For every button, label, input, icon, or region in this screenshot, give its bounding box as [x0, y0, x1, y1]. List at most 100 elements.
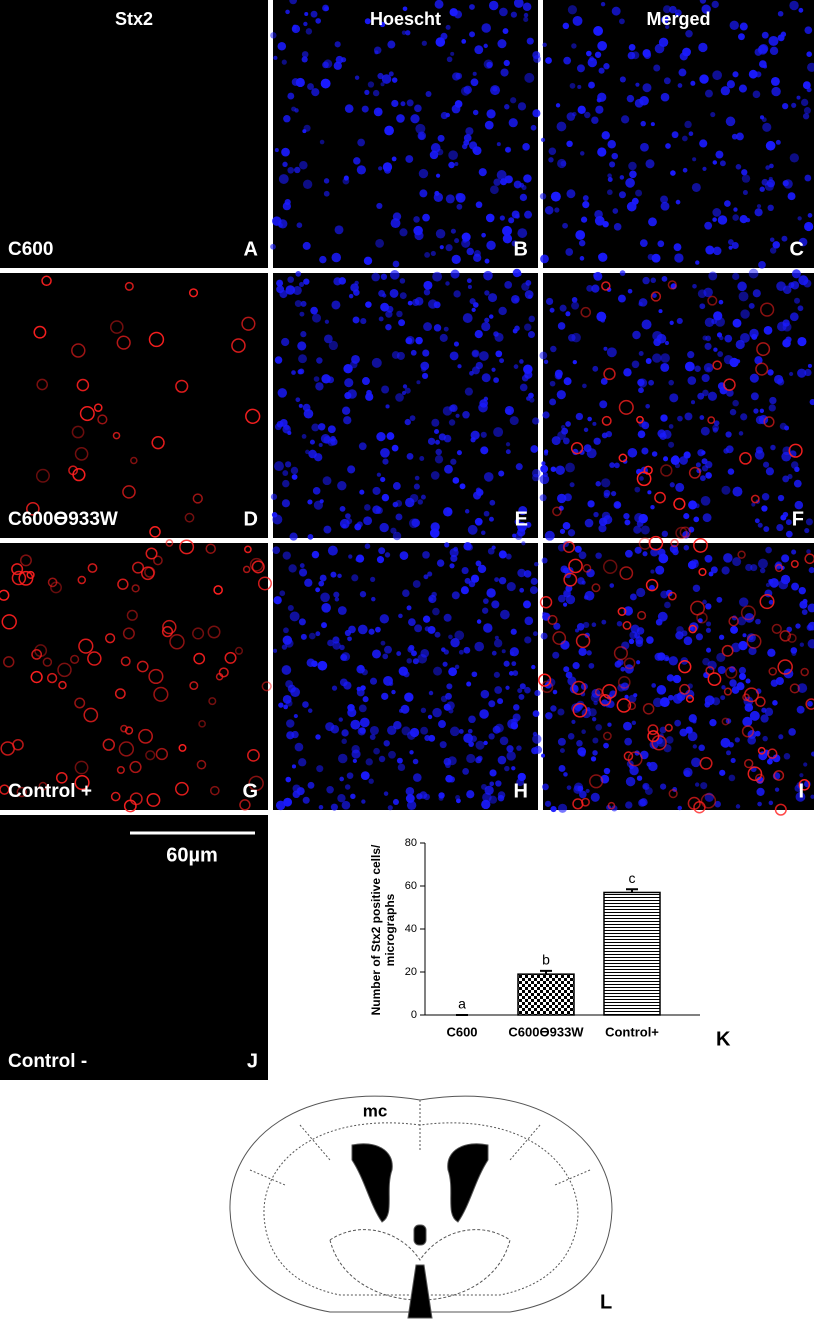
nucleus	[714, 800, 721, 808]
nucleus	[406, 658, 412, 664]
nucleus	[523, 174, 532, 183]
cell	[178, 743, 187, 752]
nucleus	[516, 778, 525, 787]
nucleus	[710, 111, 716, 118]
nucleus	[390, 218, 401, 229]
cell	[130, 456, 138, 465]
nucleus	[275, 800, 286, 811]
nucleus	[434, 428, 440, 435]
cell	[737, 550, 746, 559]
brain-diagram	[229, 1095, 613, 1319]
nucleus	[595, 724, 602, 731]
cell	[777, 659, 793, 675]
nucleus	[517, 568, 526, 578]
nucleus	[754, 518, 760, 524]
nucleus	[797, 216, 802, 221]
nucleus	[544, 530, 555, 541]
nucleus	[513, 0, 524, 8]
nucleus	[512, 533, 517, 538]
nucleus	[445, 774, 453, 783]
nucleus	[708, 271, 718, 281]
nucleus	[744, 612, 755, 623]
nucleus	[590, 792, 600, 802]
cell	[651, 735, 667, 751]
nucleus	[449, 548, 459, 558]
nucleus	[278, 219, 288, 229]
cell	[601, 281, 611, 291]
nucleus	[803, 762, 808, 767]
nucleus	[532, 51, 541, 59]
nucleus	[633, 693, 638, 698]
nucleus	[333, 591, 340, 598]
nucleus	[337, 753, 348, 764]
nucleus	[575, 230, 586, 240]
cell	[116, 335, 131, 350]
nucleus	[274, 461, 284, 472]
nucleus	[728, 774, 736, 782]
nucleus	[423, 322, 432, 332]
nucleus	[656, 685, 667, 695]
nucleus	[278, 702, 284, 708]
nucleus	[572, 359, 577, 365]
nucleus	[279, 590, 286, 597]
nucleus	[668, 424, 674, 429]
nucleus	[609, 161, 616, 168]
cell	[688, 466, 701, 479]
cell	[539, 596, 553, 609]
cell	[638, 537, 652, 550]
cell	[261, 681, 272, 692]
nucleus	[644, 787, 653, 795]
cell	[664, 723, 673, 732]
nucleus	[804, 368, 812, 377]
x-tick-label: C600	[446, 1024, 477, 1039]
nucleus	[549, 307, 555, 313]
nucleus	[647, 253, 654, 261]
y-axis-label: Number of Stx2 positive cells/	[369, 844, 383, 1015]
nucleus	[343, 416, 352, 425]
nucleus	[344, 392, 352, 400]
cell	[552, 506, 562, 517]
nucleus	[791, 549, 797, 555]
nucleus	[558, 765, 566, 772]
cell	[790, 560, 799, 568]
nucleus	[571, 297, 578, 303]
nucleus	[355, 554, 365, 563]
nucleus	[736, 359, 741, 364]
nucleus	[493, 639, 503, 648]
nucleus	[523, 570, 532, 578]
nucleus	[443, 613, 452, 622]
nucleus	[397, 763, 406, 772]
nucleus	[647, 490, 652, 495]
nucleus	[782, 102, 789, 110]
nucleus	[525, 280, 532, 286]
nucleus	[541, 753, 546, 758]
nucleus	[738, 33, 745, 41]
nucleus	[384, 645, 392, 654]
cell	[670, 538, 679, 548]
nucleus	[804, 527, 810, 534]
nucleus	[457, 364, 462, 369]
cell	[198, 719, 206, 728]
nucleus	[732, 272, 740, 281]
nucleus	[723, 553, 733, 563]
nucleus	[715, 150, 724, 159]
nucleus	[638, 298, 648, 307]
micrograph	[543, 0, 814, 268]
nucleus	[298, 618, 306, 626]
nucleus	[563, 602, 568, 607]
nucleus	[557, 594, 566, 603]
nucleus	[477, 564, 487, 574]
nucleus	[363, 256, 373, 266]
nucleus	[695, 633, 703, 641]
nucleus	[466, 753, 476, 764]
nucleus	[724, 334, 733, 343]
nucleus	[518, 506, 528, 516]
nucleus	[665, 736, 674, 744]
cell	[591, 583, 601, 593]
nucleus	[741, 174, 751, 183]
nucleus	[684, 361, 695, 372]
nucleus	[627, 447, 638, 458]
nucleus	[491, 545, 496, 550]
nucleus	[794, 500, 804, 510]
nucleus	[661, 530, 669, 538]
